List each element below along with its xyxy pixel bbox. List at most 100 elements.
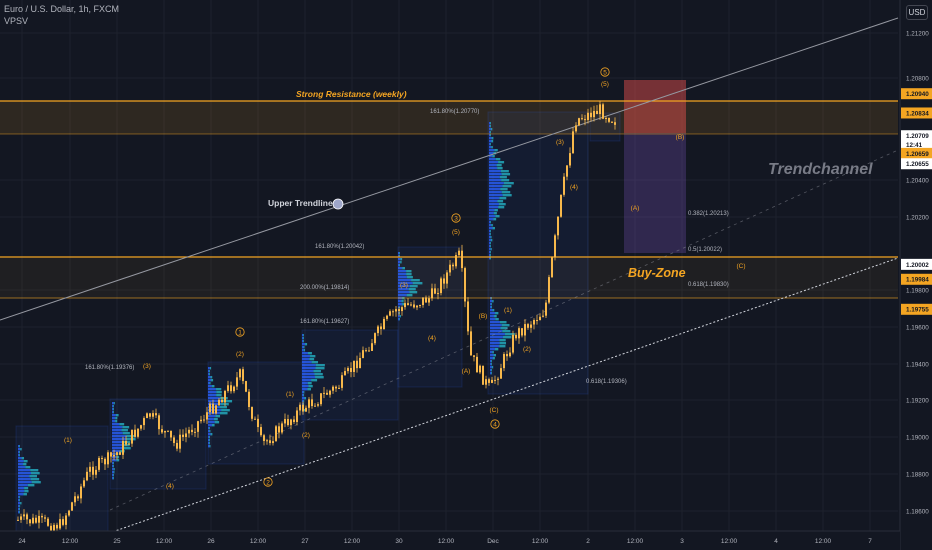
volume-bar [398,264,400,267]
candle-body [404,303,406,308]
price-tag [901,88,932,100]
volume-bar [30,469,39,472]
candle-body [323,392,325,394]
volume-bar [313,370,321,373]
candle-body [440,278,442,294]
time-tick: 3 [680,538,684,545]
volume-bar [490,348,495,351]
volume-bar [489,215,496,218]
volume-bar [18,466,26,469]
volume-bar [18,493,24,496]
upper-trendline-label: Upper Trendline [268,198,333,208]
volume-bar [489,179,502,182]
volume-bar [490,330,503,333]
volume-bar [501,173,511,176]
price-tag-label: 1.20940 [906,91,929,98]
wave-label: (B) [479,313,488,320]
candle-body [299,404,301,411]
volume-bar [490,306,492,309]
candle-body [344,371,346,376]
volume-bar [489,152,494,155]
volume-bar [495,215,500,218]
volume-bar [123,447,131,450]
volume-bar [490,333,505,336]
mid-trendline [109,149,899,511]
volume-bar [303,403,304,406]
candle-body [329,390,331,395]
volume-bar [500,170,509,173]
candle-body [383,318,385,330]
volume-bar [18,457,22,460]
time-tick: 12:00 [250,538,267,545]
volume-bar [113,405,114,408]
wave-label: 5 [603,69,607,76]
volume-bar [208,433,211,436]
volume-bar [116,456,120,459]
volume-bar [302,367,316,370]
candle-body [233,386,235,392]
volume-bar [302,355,311,358]
wave-label: (B) [676,134,685,141]
volume-bar [489,143,491,146]
symbol-title[interactable]: Euro / U.S. Dollar, 1h, FXCM [4,4,120,14]
volume-bar [31,481,41,484]
volume-bar [499,345,506,348]
volume-bar [112,459,117,462]
volume-bar [208,388,216,391]
volume-bar [490,366,492,369]
volume-bar [302,343,306,346]
candle-body [248,391,250,408]
candle-body [245,381,247,392]
time-tick: 30 [395,538,403,545]
candle-body [83,480,85,487]
wave-label: (1) [64,437,72,444]
candle-body [74,496,76,503]
candle-body [407,303,409,305]
candle-body [215,405,217,414]
candle-body [572,131,574,154]
volume-bar [216,394,222,397]
volume-bar [489,173,502,176]
candle-body [80,486,82,499]
price-tag-label: 1.20709 [906,133,929,140]
candle-body [311,399,313,407]
volume-bar [21,457,25,460]
volume-bar [303,340,304,343]
currency-button[interactable]: USD [906,5,928,20]
volume-bar [112,417,116,420]
fib-box [397,246,463,388]
volume-bar [491,303,492,306]
volume-bar [112,426,123,429]
volume-bar [490,336,503,339]
volume-bar [490,363,492,366]
volume-bar [115,420,118,423]
candle-body [278,426,280,433]
time-tick: 24 [18,538,26,545]
volume-bar [398,267,403,270]
volume-bar [490,324,502,327]
candle-body [542,315,544,317]
candle-body [416,305,418,308]
time-tick: 12:00 [532,538,549,545]
candle-body [29,519,31,524]
candle-body [131,429,133,444]
price-tag-label: 12:41 [906,142,923,149]
time-tick: 26 [207,538,215,545]
indicator-label[interactable]: VPSV [4,16,29,26]
time-tick: 12:00 [344,538,361,545]
candle-body [536,320,538,322]
volume-bar [18,499,20,502]
candle-body [458,250,460,256]
volume-bar [399,318,400,321]
candle-body [98,457,100,470]
volume-bar [412,282,423,285]
volume-bar [490,131,491,134]
candle-body [452,264,454,267]
wave-label: 3 [454,215,458,222]
candle-body [365,350,367,352]
price-tick: 1.19200 [906,398,929,405]
price-tick: 1.19800 [906,288,929,295]
candle-body [182,434,184,437]
volume-bar [209,373,210,376]
